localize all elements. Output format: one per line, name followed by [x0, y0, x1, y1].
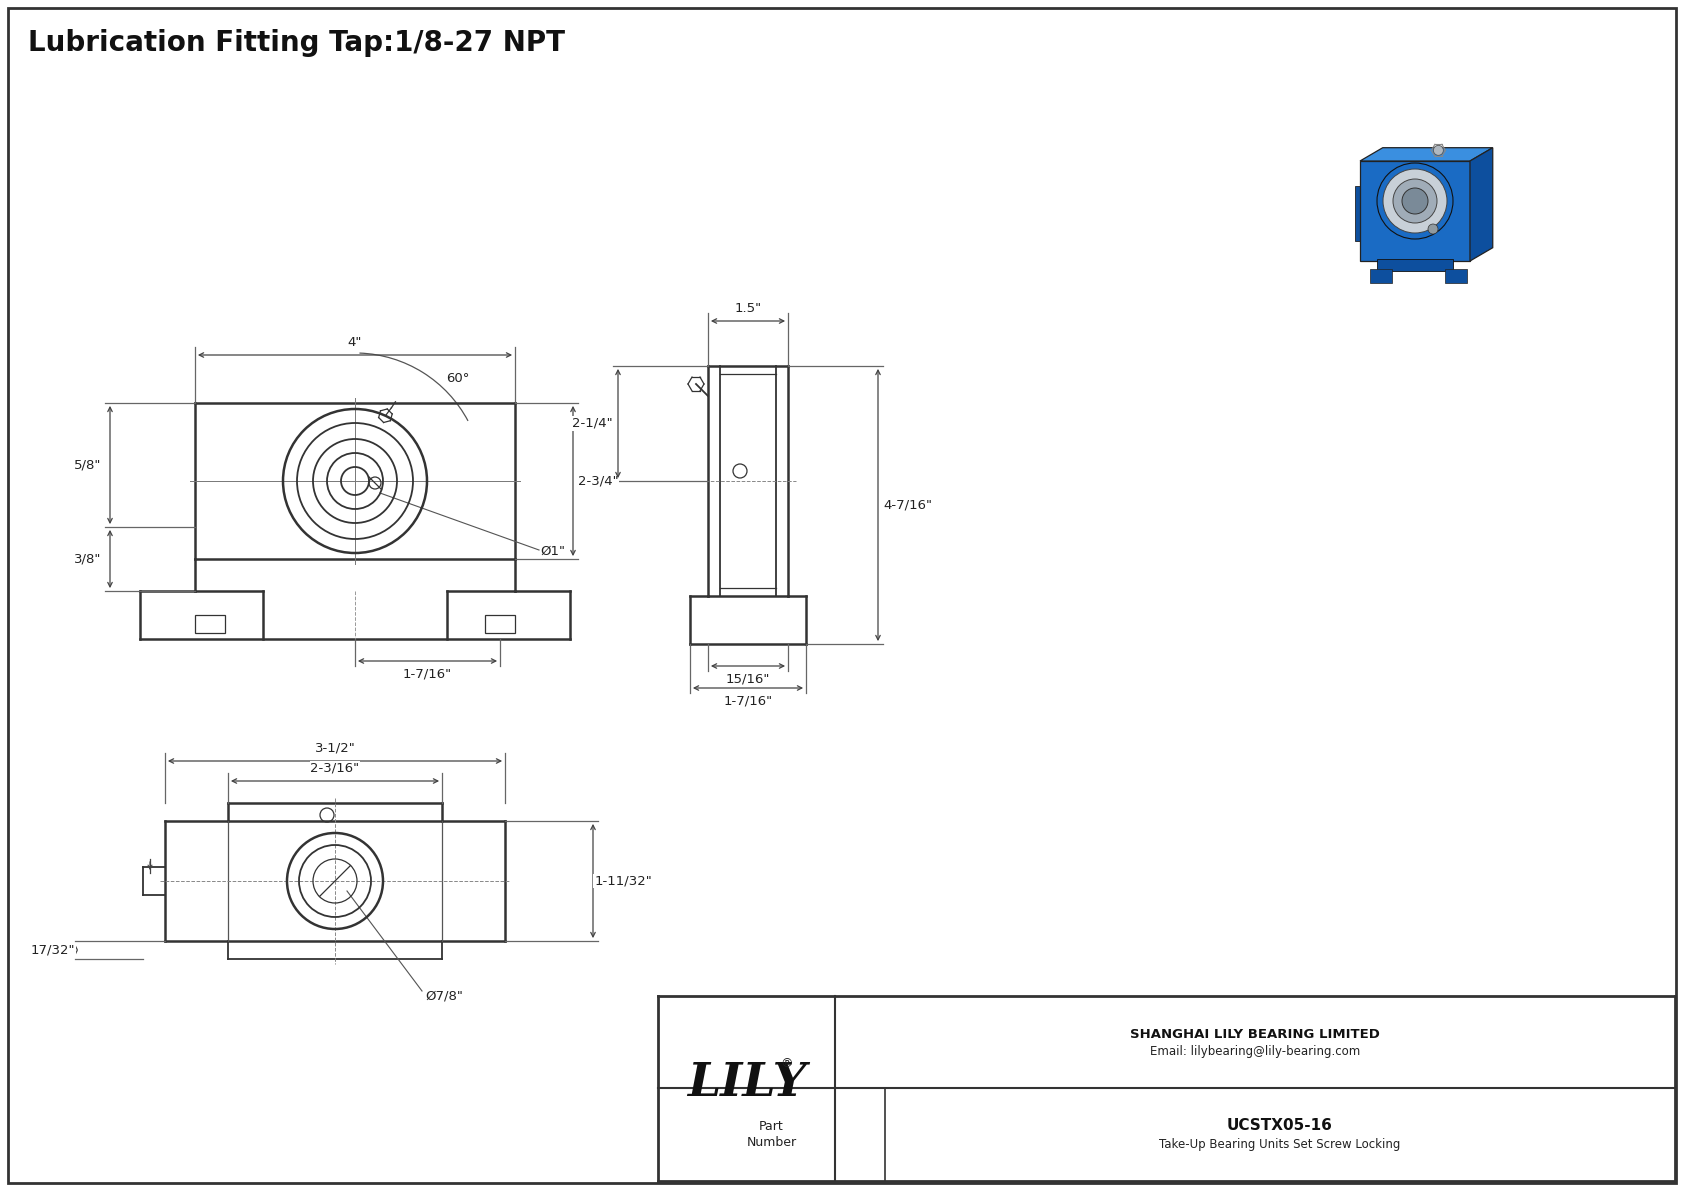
Text: Email: lilybearing@lily-bearing.com: Email: lilybearing@lily-bearing.com — [1150, 1046, 1361, 1059]
Circle shape — [1393, 179, 1436, 223]
Text: Part
Number: Part Number — [746, 1121, 797, 1148]
Text: 17/32": 17/32" — [30, 943, 76, 956]
Polygon shape — [1361, 148, 1492, 161]
Bar — [1371, 269, 1393, 283]
Bar — [1470, 186, 1479, 241]
Text: SHANGHAI LILY BEARING LIMITED: SHANGHAI LILY BEARING LIMITED — [1130, 1028, 1379, 1041]
Text: 3-1/2": 3-1/2" — [315, 742, 355, 755]
Bar — [1356, 186, 1362, 241]
Circle shape — [1403, 188, 1428, 214]
Text: LILY: LILY — [687, 1060, 807, 1106]
Circle shape — [1378, 163, 1453, 239]
Text: 2-3/16": 2-3/16" — [310, 761, 360, 774]
Text: 2-1/4": 2-1/4" — [571, 417, 613, 430]
Text: 4": 4" — [349, 336, 362, 349]
Circle shape — [1428, 224, 1438, 233]
Circle shape — [1383, 169, 1447, 233]
Text: 4-7/16": 4-7/16" — [884, 499, 933, 511]
Text: 1-7/16": 1-7/16" — [724, 694, 773, 707]
Text: 3/8": 3/8" — [74, 553, 101, 566]
Polygon shape — [1361, 161, 1470, 261]
Text: Ø1": Ø1" — [541, 544, 566, 557]
Text: UCSTX05-16: UCSTX05-16 — [1228, 1118, 1334, 1133]
Text: 15/16": 15/16" — [726, 673, 770, 686]
Circle shape — [1433, 145, 1443, 155]
Bar — [1378, 258, 1453, 272]
Text: 5/8": 5/8" — [74, 459, 101, 472]
Text: ®: ® — [780, 1056, 793, 1070]
Polygon shape — [1470, 148, 1492, 261]
Text: Ø7/8": Ø7/8" — [424, 990, 463, 1003]
Text: 1.5": 1.5" — [734, 301, 761, 314]
Text: 1-11/32": 1-11/32" — [594, 874, 652, 887]
Text: 60°: 60° — [446, 372, 470, 385]
Text: 1-7/16": 1-7/16" — [402, 667, 451, 680]
Bar — [485, 615, 515, 632]
Bar — [1445, 269, 1467, 283]
Text: Lubrication Fitting Tap:1/8-27 NPT: Lubrication Fitting Tap:1/8-27 NPT — [29, 29, 566, 57]
Bar — [195, 615, 226, 632]
Text: Take-Up Bearing Units Set Screw Locking: Take-Up Bearing Units Set Screw Locking — [1159, 1137, 1401, 1151]
Text: 2-3/4": 2-3/4" — [578, 474, 618, 487]
